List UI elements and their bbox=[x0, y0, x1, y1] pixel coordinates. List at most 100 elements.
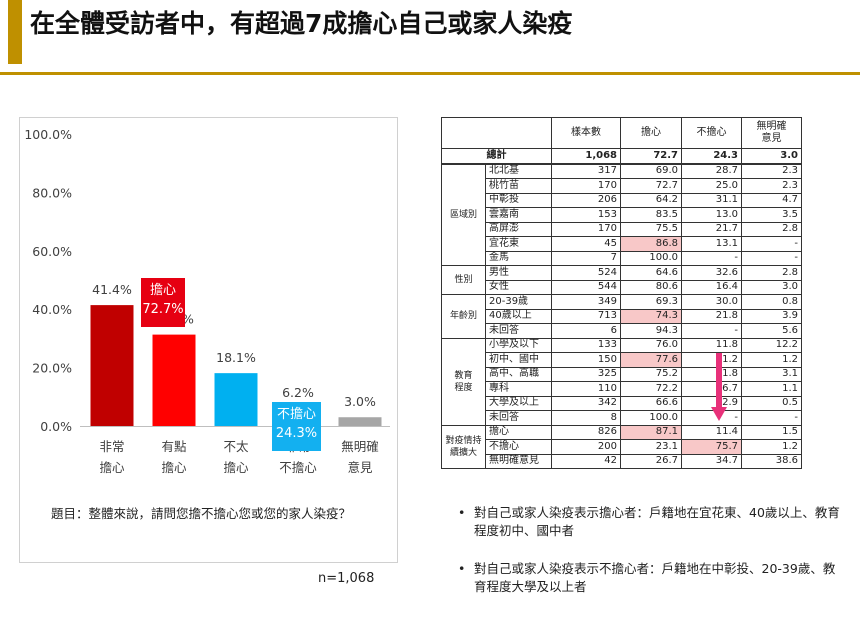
y-tick-label: 20.0% bbox=[32, 361, 72, 376]
table-row: 高屏澎 170 75.5 21.7 2.8 bbox=[442, 221, 802, 237]
table-cell: 3.0 bbox=[741, 279, 802, 295]
table-cell: 24.3 bbox=[681, 148, 742, 165]
table-cell: 2.8 bbox=[741, 221, 802, 237]
row-label: 北北基 bbox=[485, 163, 552, 179]
table-cell: 133 bbox=[551, 337, 621, 353]
data-label: 41.4% bbox=[92, 282, 132, 297]
table-cell: 76.0 bbox=[620, 337, 682, 353]
row-label: 雲嘉南 bbox=[485, 207, 552, 223]
table-row: 雲嘉南 153 83.5 13.0 3.5 bbox=[442, 207, 802, 223]
table-cell: 5.6 bbox=[741, 323, 802, 339]
row-label: 男性 bbox=[485, 265, 552, 281]
table-row: 大學及以上 342 66.6 32.9 0.5 bbox=[442, 395, 802, 411]
table-cell: 21.7 bbox=[681, 221, 742, 237]
y-tick-label: 80.0% bbox=[32, 185, 72, 200]
x-tick-label: 非常 bbox=[99, 439, 124, 454]
table-row: 教育 程度 小學及以下 133 76.0 11.8 12.2 bbox=[441, 337, 802, 426]
bar bbox=[90, 305, 134, 426]
table-cell: - bbox=[681, 250, 742, 266]
x-tick-label: 不太 bbox=[223, 439, 249, 454]
row-label: 金馬 bbox=[485, 250, 552, 266]
table-cell: 64.2 bbox=[620, 192, 682, 208]
table-cell: 13.1 bbox=[681, 236, 742, 252]
not-worried-callout-value: 24.3% bbox=[275, 426, 318, 441]
table-row: 金馬 7 100.0- - bbox=[442, 250, 802, 266]
highlighted-cell: 75.7 bbox=[681, 439, 742, 455]
column-header: 不擔心 bbox=[681, 117, 742, 149]
table-cell: 80.6 bbox=[620, 279, 682, 295]
down-arrow-icon bbox=[711, 353, 727, 421]
header-blank-cell bbox=[441, 117, 552, 149]
table-cell: 2.3 bbox=[741, 163, 802, 179]
table-row: 對疫情持 續擴大 擔心 826 87.1 11.4 1.5 bbox=[441, 424, 802, 469]
table-cell: 3.5 bbox=[741, 207, 802, 223]
bullet: • bbox=[458, 505, 466, 520]
row-label: 初中、國中 bbox=[485, 352, 552, 368]
table-cell: 69.0 bbox=[620, 163, 682, 179]
row-label: 不擔心 bbox=[485, 439, 552, 455]
title-divider bbox=[0, 72, 860, 75]
row-label: 專科 bbox=[485, 381, 552, 397]
table-cell: 72.2 bbox=[620, 381, 682, 397]
row-label: 桃竹苗 bbox=[485, 178, 552, 194]
row-label: 未回答 bbox=[485, 410, 552, 426]
bar bbox=[214, 373, 258, 426]
table-cell: 170 bbox=[551, 178, 621, 194]
not-worried-callout: 不擔心 24.3% bbox=[272, 402, 321, 451]
table-cell: 1.1 bbox=[741, 381, 802, 397]
table-row: 宜花東 45 86.8 13.1- bbox=[442, 236, 802, 252]
finding-not-worried: • 對自己或家人染疫表示不擔心者：戶籍地在中彰投、20-39歲、教育程度大學及以… bbox=[458, 560, 843, 596]
data-label: 3.0% bbox=[344, 394, 376, 409]
table-cell: 3.0 bbox=[741, 148, 802, 165]
table-row: 不擔心 200 23.1 75.7 1.2 bbox=[442, 439, 802, 455]
crosstab-table: 樣本數 擔心 不擔心 無明確 意見 總計 1,068 72.7 24.3 3.0 區域別 北北基 31… bbox=[441, 117, 802, 469]
row-label: 未回答 bbox=[485, 323, 552, 339]
table-row: 無明確意見 42 26.7 34.7 38.6 bbox=[442, 453, 802, 469]
table-cell: 3.1 bbox=[741, 366, 802, 382]
finding-worried: • 對自己或家人染疫表示擔心者：戶籍地在宜花東、40歲以上、教育程度初中、國中者 bbox=[458, 504, 843, 540]
table-cell: 100.0 bbox=[620, 250, 682, 266]
group-label: 區域別 bbox=[441, 163, 486, 266]
worried-callout: 擔心 72.7% bbox=[141, 278, 185, 327]
group-label: 年齡別 bbox=[441, 294, 486, 339]
table-cell: 7 bbox=[551, 250, 621, 266]
bar bbox=[338, 417, 382, 426]
table-cell: 6 bbox=[551, 323, 621, 339]
x-tick-label: 無明確 bbox=[341, 439, 379, 454]
table-row: 性別 男性 524 64.6 32.6 2.8 bbox=[441, 265, 802, 295]
not-worried-callout-label: 不擔心 bbox=[276, 407, 316, 422]
bar bbox=[152, 334, 196, 426]
x-tick-label: 不擔心 bbox=[279, 460, 317, 475]
table-cell: 349 bbox=[551, 294, 621, 310]
table-cell: 16.4 bbox=[681, 279, 742, 295]
table-cell: 26.7 bbox=[620, 453, 682, 469]
table-cell: 13.0 bbox=[681, 207, 742, 223]
table-cell: 38.6 bbox=[741, 453, 802, 469]
table-cell: 42 bbox=[551, 453, 621, 469]
data-label: 6.2% bbox=[282, 385, 314, 400]
table-cell: 342 bbox=[551, 395, 621, 411]
row-label: 20-39歲 bbox=[485, 294, 552, 310]
table-cell: 4.7 bbox=[741, 192, 802, 208]
table-cell: 200 bbox=[551, 439, 621, 455]
table-row: 桃竹苗 170 72.7 25.0 2.3 bbox=[442, 178, 802, 194]
table-row: 初中、國中 150 77.6 21.2 1.2 bbox=[442, 352, 802, 368]
title-accent-bar bbox=[8, 0, 22, 64]
highlighted-cell: 86.8 bbox=[620, 236, 682, 252]
column-header: 擔心 bbox=[620, 117, 682, 149]
table-cell: - bbox=[681, 323, 742, 339]
table-cell: 100.0 bbox=[620, 410, 682, 426]
table-cell: 713 bbox=[551, 308, 621, 324]
y-tick-label: 0.0% bbox=[40, 419, 72, 434]
table-row: 未回答 6 94.3-5.6 bbox=[442, 323, 802, 339]
table-cell: 11.4 bbox=[681, 424, 742, 440]
x-tick-label: 擔心 bbox=[223, 460, 249, 475]
row-label: 總計 bbox=[441, 148, 552, 165]
table-cell: 325 bbox=[551, 366, 621, 382]
table-row: 中彰投 206 64.2 31.1 4.7 bbox=[442, 192, 802, 208]
y-tick-label: 100.0% bbox=[24, 127, 72, 142]
row-label: 女性 bbox=[485, 279, 552, 295]
highlighted-cell: 87.1 bbox=[620, 424, 682, 440]
table-cell: 23.1 bbox=[620, 439, 682, 455]
table-cell: 75.5 bbox=[620, 221, 682, 237]
